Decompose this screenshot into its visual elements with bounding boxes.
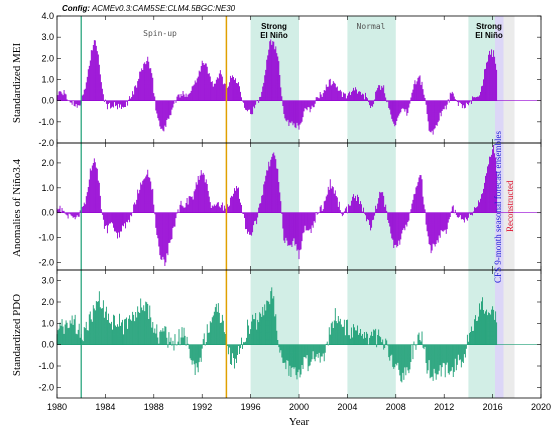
config-text: ACMEv0.3:CAM5SE:CLM4.5BGC:NE30 [91,4,236,13]
xtick-label: 1996 [241,402,261,412]
xtick-label: 1980 [47,402,67,412]
nino-ytick-label: 0.0 [41,208,54,218]
mei-ytick-label: -1.0 [38,117,54,127]
strong-el-nino-1-line2: El Niño [260,31,288,40]
pdo-ytick-label: 0.0 [41,340,54,350]
cfs-forecast-label: CFS 9-month seasonal forecast ensembles [493,131,503,283]
axes: -2.0 -1.0 0.0 1.0 2.0 3.0 4.0 -2.0 -1.0 0.0 1.0 2.0… [38,11,551,412]
pdo-ytick-label: 3.0 [41,276,54,286]
xtick-label: 2012 [434,402,454,412]
mei-ytick-label: 3.0 [41,32,54,42]
xtick-label: 2000 [289,402,309,412]
xtick-label: 1984 [95,402,115,412]
nino-ytick-label: -2.0 [38,258,54,268]
xtick-label: 2008 [386,402,406,412]
xtick-label: 2020 [531,402,551,412]
reconstructed-band [503,16,515,398]
mei-ytick-label: -2.0 [38,138,54,148]
xtick-label: 2004 [337,402,357,412]
x-axis-label: Year [289,416,310,428]
nino-ylabel: Anomalies of Niño3.4 [11,158,23,257]
nino-ytick-label: -1.0 [38,233,54,243]
strong-el-nino-2-line1: Strong [476,22,502,31]
pdo-ytick-label: -1.0 [38,361,54,371]
pdo-ytick-label: 2.0 [41,297,54,307]
mei-ylabel: Standardized MEI [11,42,23,123]
mei-ytick-label: 4.0 [41,11,54,21]
spinup-label: Spin-up [143,29,177,38]
pdo-ytick-label: -2.0 [38,382,54,392]
config-prefix: Config: [62,4,90,13]
reconstructed-label: Reconstructed [505,180,515,232]
mei-ytick-label: 0.0 [41,96,54,106]
xtick-label: 1988 [144,402,164,412]
pdo-ytick-label: 1.0 [41,318,54,328]
pdo-ylabel: Standardized PDO [11,294,23,376]
mei-ytick-label: 1.0 [41,75,54,85]
vertical-lines [80,16,228,398]
strong-el-nino-1-line1: Strong [261,22,287,31]
nino-ytick-label: 2.0 [41,158,54,168]
nino-ytick-label: 1.0 [41,183,54,193]
mei-ytick-label: 2.0 [41,53,54,63]
normal-label: Normal [357,22,386,31]
xtick-label: 1992 [192,402,212,412]
xtick-label: 2016 [483,402,503,412]
config-label: Config: ACMEv0.3:CAM5SE:CLM4.5BGC:NE30 [62,4,236,13]
strong-el-nino-2-line2: El Niño [475,31,503,40]
